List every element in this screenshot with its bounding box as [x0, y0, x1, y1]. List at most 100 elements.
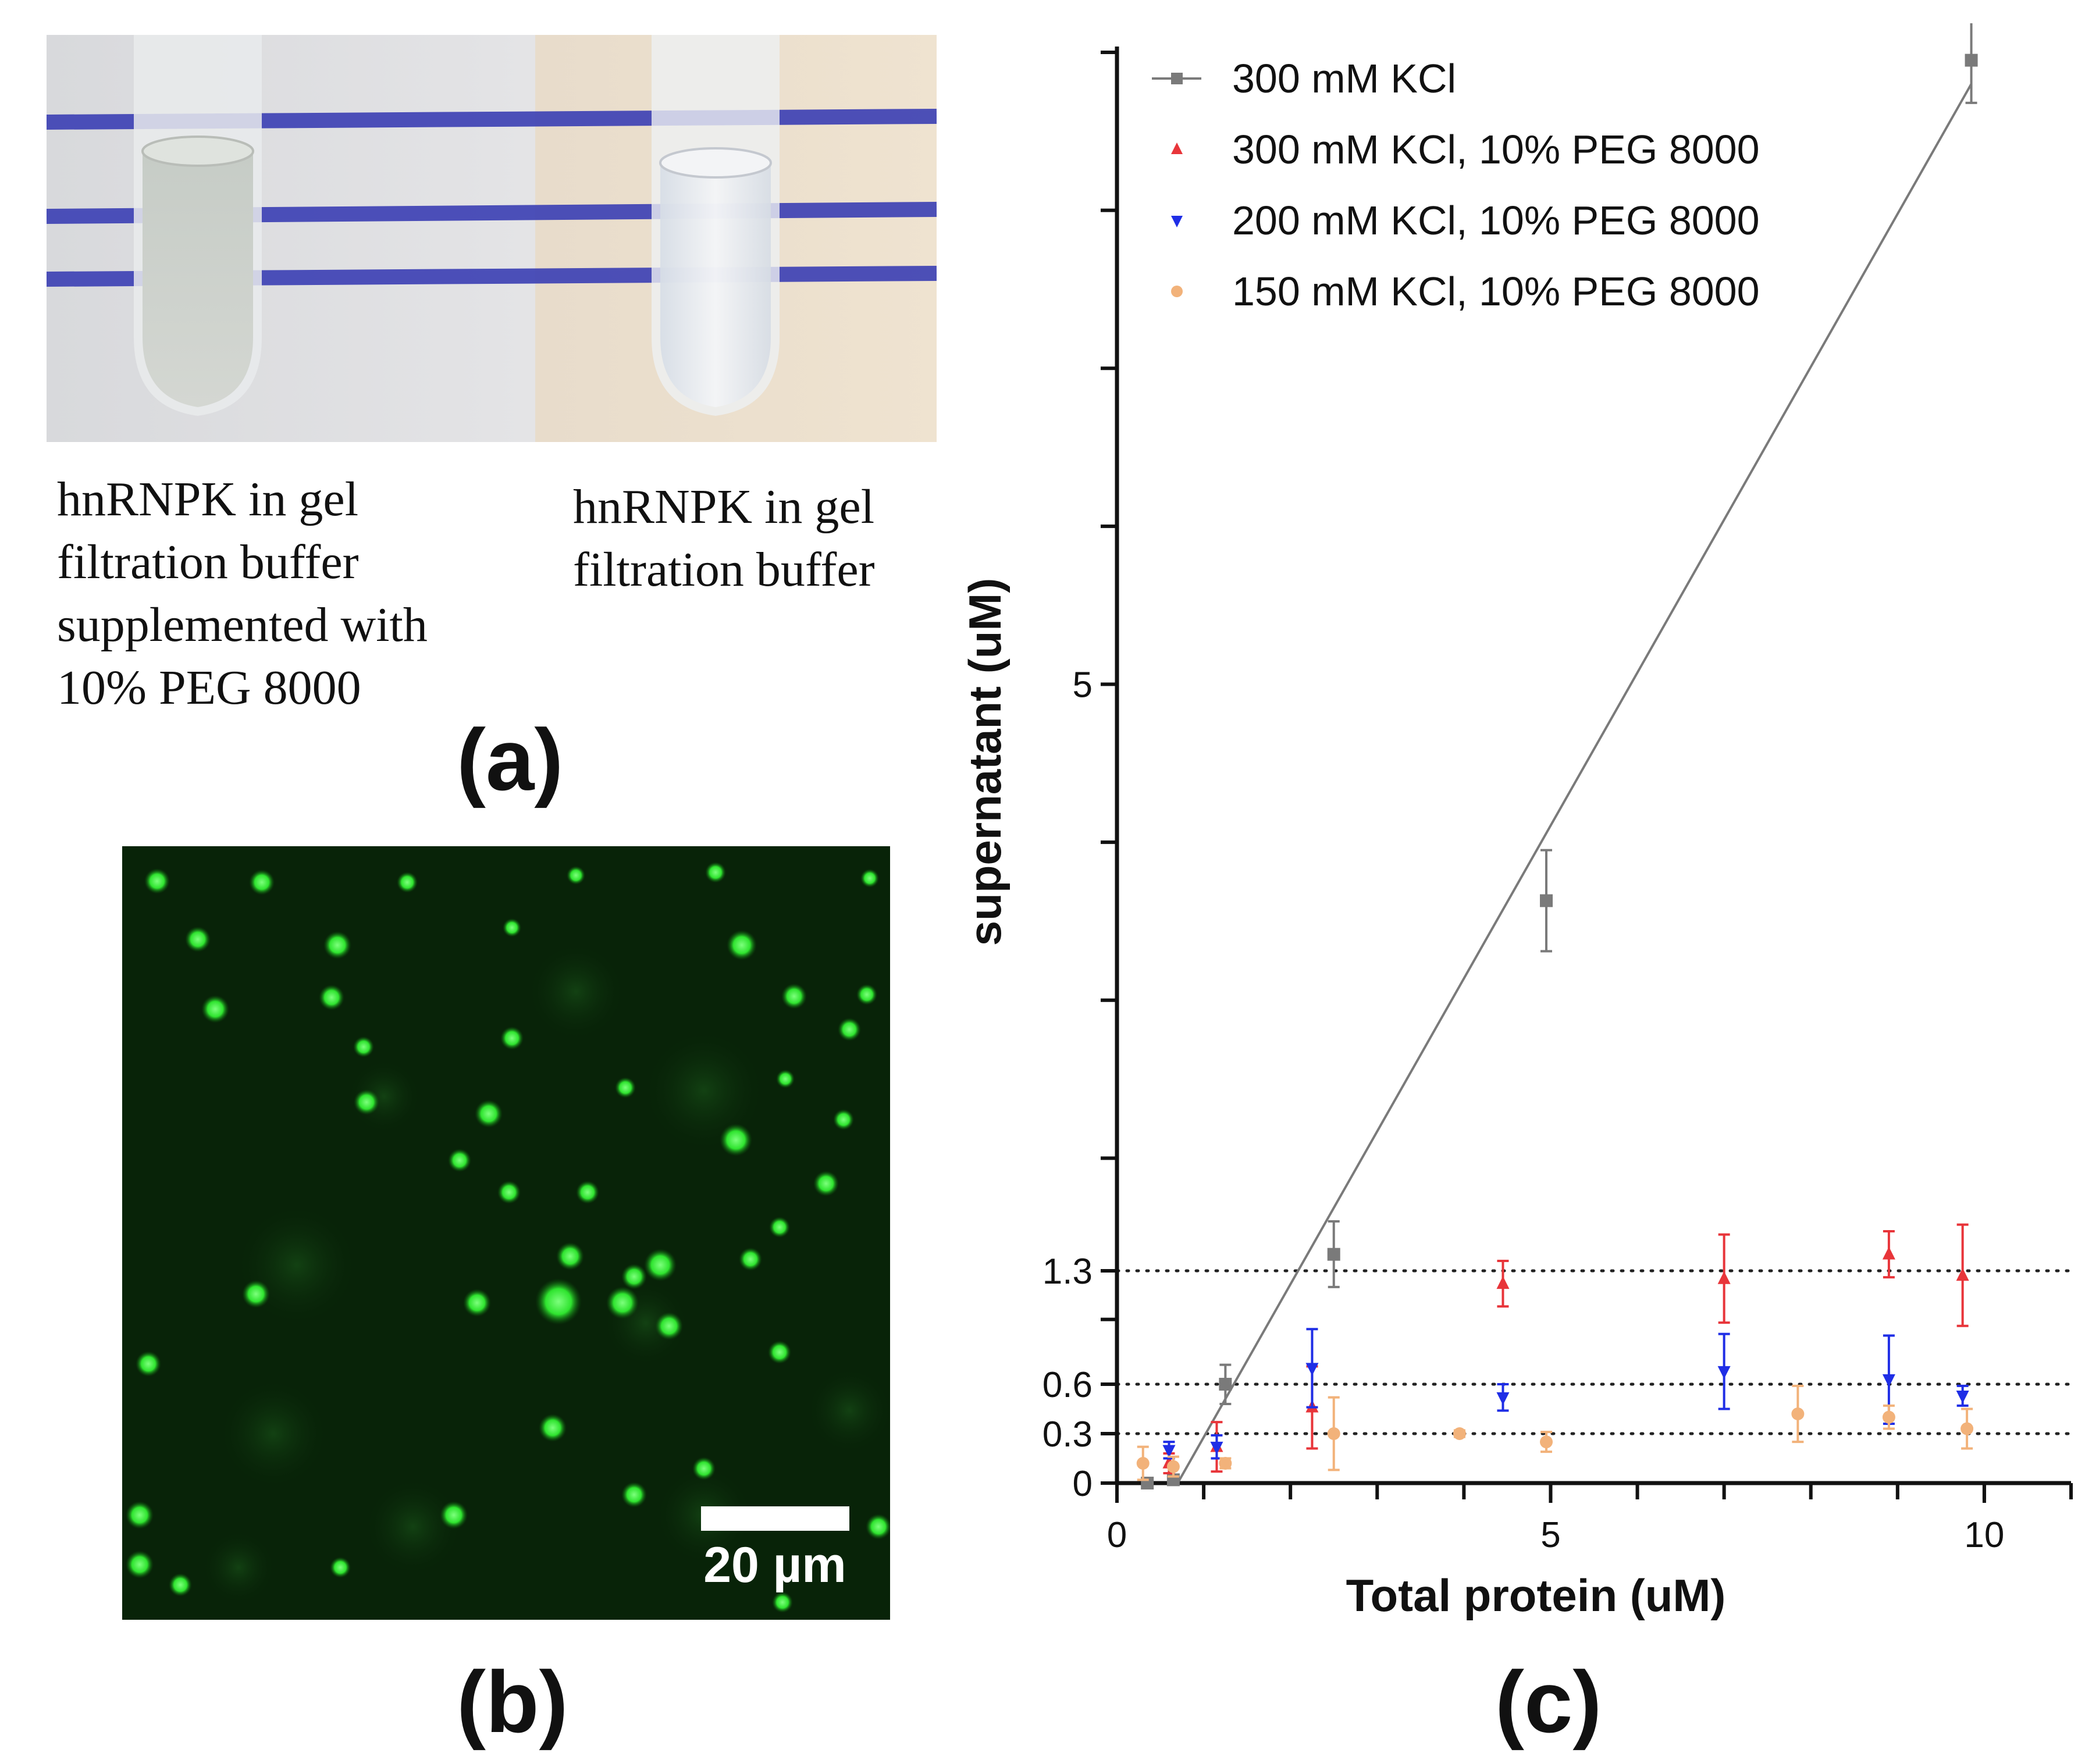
droplet — [440, 1501, 468, 1529]
droplet — [503, 918, 521, 937]
data-point — [1305, 1363, 1319, 1376]
droplet — [776, 1070, 795, 1088]
faint-droplet — [367, 1480, 460, 1573]
droplet — [397, 872, 418, 893]
legend-label: 300 mM KCl, 10% PEG 8000 — [1232, 127, 1760, 172]
data-point — [1453, 1427, 1466, 1440]
data-point — [1540, 894, 1553, 907]
droplet — [249, 869, 275, 895]
droplet — [866, 1514, 890, 1540]
legend-label: 150 mM KCl, 10% PEG 8000 — [1232, 269, 1760, 314]
data-point — [1882, 1246, 1895, 1260]
axes: 0 0.3 0.6 1.3 5 0 5 10 — [1042, 47, 2073, 1555]
panel-label-c: (c) — [1495, 1653, 1602, 1751]
caption-left-line: hnRNPK in gel — [57, 472, 359, 526]
y-tick-label: 0.3 — [1042, 1414, 1093, 1455]
legend-label: 200 mM KCl, 10% PEG 8000 — [1232, 198, 1760, 243]
droplet — [126, 1551, 154, 1578]
caption-right: hnRNPK in gel filtration buffer — [573, 476, 875, 601]
droplet — [323, 931, 351, 959]
droplet — [185, 926, 211, 952]
data-point — [1166, 1460, 1180, 1473]
y-axis-label: supernatant (uM) — [959, 578, 1011, 946]
tube-right — [652, 35, 780, 416]
data-point — [1717, 1271, 1731, 1284]
droplet — [330, 1557, 351, 1578]
data-point — [1956, 1391, 1969, 1404]
data-point — [1219, 1457, 1232, 1470]
droplet — [856, 984, 877, 1005]
data-point — [1219, 1378, 1232, 1391]
droplet — [475, 1100, 503, 1128]
faint-droplet — [221, 1381, 326, 1486]
legend-marker — [1171, 216, 1183, 227]
droplet — [497, 1181, 521, 1204]
droplet — [692, 1457, 716, 1480]
droplet — [768, 1341, 791, 1364]
legend-marker — [1171, 73, 1183, 84]
caption-left-line: 10% PEG 8000 — [57, 661, 361, 715]
droplet — [144, 868, 170, 894]
y-tick-label: 1.3 — [1042, 1252, 1093, 1292]
panel-label-a: (a) — [457, 711, 564, 808]
faint-droplet — [646, 1032, 762, 1149]
droplet — [567, 866, 585, 885]
droplet — [126, 1501, 154, 1529]
droplet — [556, 1242, 584, 1270]
y-tick-label: 0.6 — [1042, 1365, 1093, 1405]
droplet — [705, 862, 726, 883]
fit-line — [1176, 83, 1973, 1484]
droplet — [781, 983, 807, 1009]
data-point — [1882, 1410, 1895, 1424]
data-point — [1327, 1248, 1340, 1261]
droplet — [201, 995, 229, 1023]
caption-left: hnRNPK in gel filtration buffer suppleme… — [57, 468, 428, 719]
fit-lines — [1176, 83, 1973, 1484]
droplet — [448, 1149, 471, 1172]
y-tick-label: 0 — [1073, 1464, 1093, 1504]
droplet — [727, 930, 757, 960]
tube-left — [134, 35, 262, 416]
data-point — [1956, 1268, 1969, 1281]
panel-label-b: (b) — [457, 1653, 568, 1751]
droplet — [860, 869, 879, 888]
droplet — [769, 1217, 790, 1238]
faint-droplet — [204, 1533, 273, 1602]
droplet — [772, 1592, 793, 1613]
photo-background-left — [47, 35, 535, 442]
droplet — [353, 1036, 374, 1057]
droplet — [621, 1264, 647, 1289]
y-tick-label: 5 — [1073, 665, 1093, 705]
droplet — [739, 1248, 762, 1271]
data-point — [1496, 1392, 1510, 1405]
data-point — [1136, 1457, 1150, 1470]
faint-droplet — [529, 945, 622, 1038]
legend: 300 mM KCl 300 mM KCl, 10% PEG 8000 200 mM… — [1152, 56, 1760, 314]
x-tick-label: 5 — [1540, 1515, 1560, 1555]
data-point — [1961, 1422, 1974, 1435]
data-points — [1136, 23, 1978, 1489]
data-point — [1162, 1445, 1176, 1458]
data-point — [1717, 1366, 1731, 1379]
droplet — [576, 1181, 599, 1204]
droplet — [838, 1018, 861, 1041]
droplet — [833, 1109, 854, 1130]
data-point — [1540, 1435, 1553, 1449]
droplet — [242, 1280, 270, 1308]
tube-photograph — [47, 35, 937, 442]
droplet — [813, 1171, 839, 1196]
fluorescence-micrograph: 20 µm — [122, 846, 890, 1620]
data-point — [1210, 1441, 1223, 1455]
x-tick-label: 0 — [1107, 1515, 1127, 1555]
legend-label: 300 mM KCl — [1232, 56, 1456, 101]
droplet — [615, 1077, 636, 1098]
droplet — [535, 1278, 582, 1325]
droplet — [655, 1312, 683, 1340]
droplet — [720, 1124, 752, 1156]
legend-marker — [1171, 142, 1183, 154]
x-axis-label: Total protein (uM) — [1346, 1570, 1726, 1621]
supernatant-chart: 0 0.3 0.6 1.3 5 0 5 10 300 mM KCl 300 mM KCl, 10… — [959, 23, 2073, 1621]
scale-bar-label: 20 µm — [703, 1537, 846, 1593]
caption-left-line: filtration buffer — [57, 535, 359, 589]
droplet — [644, 1249, 677, 1281]
